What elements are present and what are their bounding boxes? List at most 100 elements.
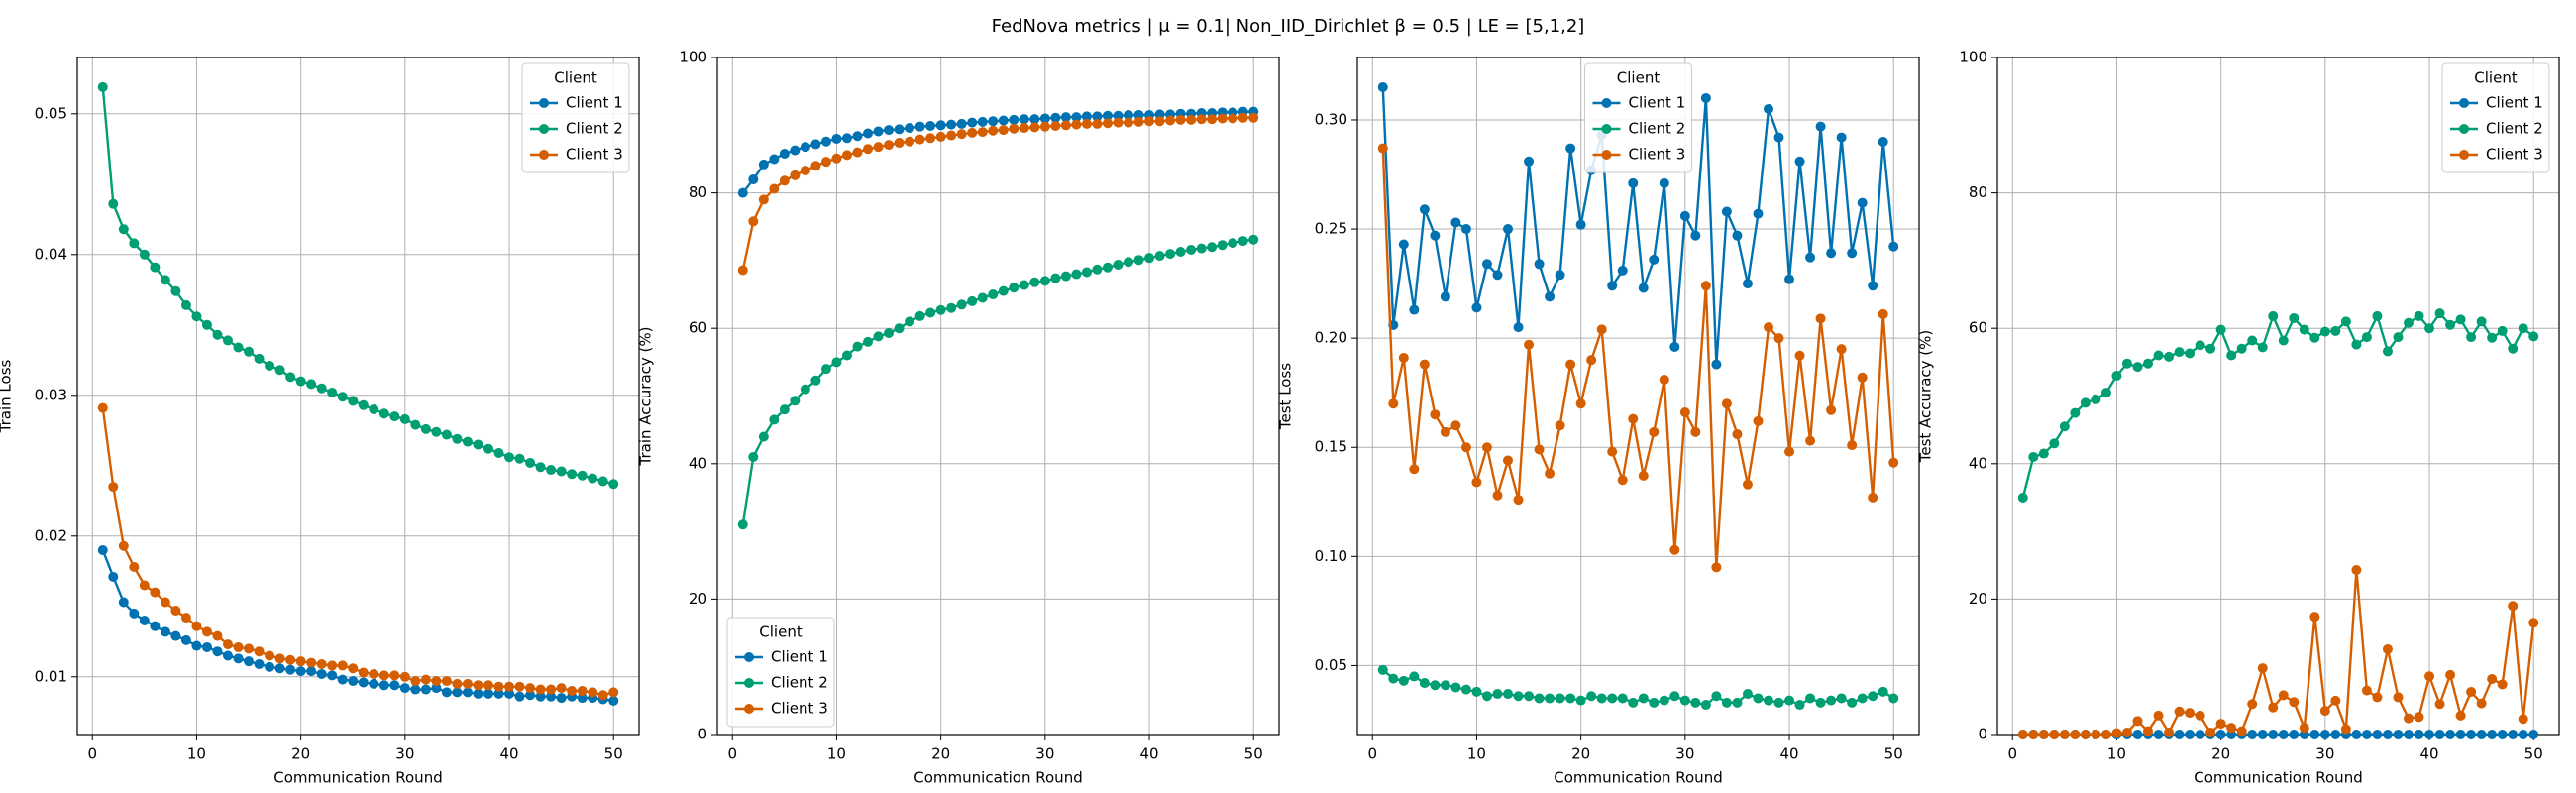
point (597, 690, 608, 701)
point (160, 597, 170, 608)
point (841, 133, 852, 144)
point (748, 216, 759, 227)
point (820, 157, 831, 168)
point (1123, 257, 1133, 268)
point (274, 653, 285, 664)
point (2340, 724, 2351, 735)
point (2508, 343, 2519, 354)
point (1217, 240, 1228, 251)
point (2132, 730, 2143, 739)
point (2414, 730, 2424, 739)
y-tick-label: 100 (679, 49, 707, 66)
point (1081, 118, 1092, 129)
point (1460, 684, 1471, 695)
point (998, 125, 1009, 136)
point (1009, 283, 1020, 293)
point (431, 426, 442, 437)
point (2268, 730, 2279, 739)
point (2195, 730, 2205, 739)
point (1009, 114, 1020, 125)
point (1711, 562, 1722, 573)
point (546, 465, 557, 476)
x-tick-label: 40 (2419, 745, 2438, 763)
point (1669, 544, 1680, 555)
point (441, 429, 452, 440)
x-tick-label: 30 (2315, 745, 2334, 763)
point (1805, 693, 1816, 704)
point (1450, 420, 1461, 431)
point (535, 684, 546, 695)
point (1377, 143, 1388, 154)
point (1669, 691, 1680, 702)
point (1878, 686, 1888, 697)
point (2403, 730, 2414, 739)
point (1524, 691, 1535, 702)
x-tick-label: 30 (1675, 745, 1694, 763)
point (223, 639, 234, 650)
x-axis-label: Communication Round (273, 769, 442, 787)
point (1060, 271, 1071, 282)
point (139, 615, 150, 625)
point (1575, 219, 1586, 230)
point (556, 683, 567, 694)
point (1721, 206, 1732, 217)
point (2330, 730, 2341, 739)
point (358, 399, 369, 410)
x-tick-label: 10 (1467, 745, 1486, 763)
point (1575, 695, 1586, 706)
point (841, 350, 852, 361)
point (1659, 374, 1669, 385)
point (378, 680, 389, 691)
x-axis-label: Communication Round (1554, 769, 1722, 787)
point (1154, 251, 1165, 262)
legend-marker (1601, 150, 1612, 160)
y-tick-label: 0.25 (1315, 220, 1347, 238)
point (2121, 358, 2132, 369)
point (504, 688, 515, 699)
x-tick-label: 0 (87, 745, 97, 763)
point (201, 641, 212, 652)
point (2434, 308, 2445, 319)
point (2319, 706, 2330, 717)
point (2518, 323, 2528, 334)
point (2434, 699, 2445, 710)
point (2382, 730, 2393, 739)
point (2205, 727, 2216, 737)
x-axis-label: Communication Round (2194, 769, 2362, 787)
point (1784, 695, 1795, 706)
point (2466, 686, 2477, 697)
legend-marker (2459, 124, 2469, 134)
point (1679, 695, 1690, 706)
y-tick-label: 60 (689, 319, 707, 337)
point (1060, 112, 1071, 123)
point (504, 452, 515, 463)
point (2403, 713, 2414, 724)
point (2393, 332, 2404, 343)
point (1815, 697, 1826, 708)
point (410, 419, 421, 430)
legend-label: Client 2 (771, 674, 828, 692)
series-line (2021, 311, 2534, 499)
point (567, 685, 578, 696)
point (988, 289, 999, 300)
point (2111, 728, 2122, 738)
point (1565, 359, 1576, 370)
point (1019, 114, 1029, 125)
point (1534, 444, 1545, 455)
point (1555, 693, 1565, 704)
point (2434, 730, 2445, 739)
point (914, 121, 925, 132)
point (1144, 253, 1155, 264)
point (1248, 234, 1259, 245)
point (2508, 730, 2519, 739)
point (2351, 565, 2362, 576)
point (905, 123, 915, 134)
point (493, 681, 504, 692)
point (820, 136, 831, 147)
point (1398, 239, 1409, 250)
point (1888, 241, 1899, 252)
point (1586, 691, 1597, 702)
point (2215, 324, 2226, 335)
x-tick-label: 30 (1035, 745, 1054, 763)
point (2247, 699, 2258, 710)
